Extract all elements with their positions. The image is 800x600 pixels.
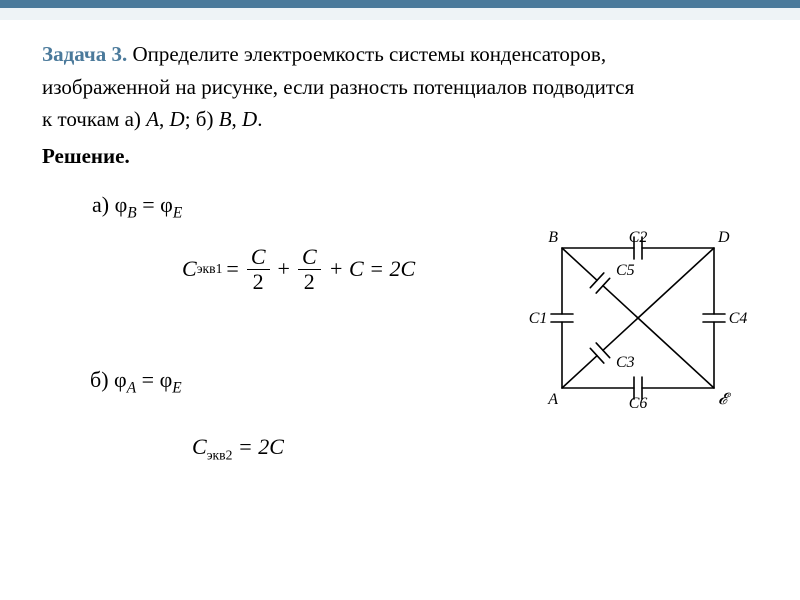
phi4: φ [160,367,173,392]
phi3-sub: A [127,379,136,396]
svg-text:A: A [547,391,558,408]
pt-D2: D [242,107,257,131]
problem-line3: к точкам а) A, D; б) B, D. [42,103,758,136]
phi1-sub: B [127,205,136,222]
eq2-sub: экв2 [207,447,233,462]
equation-1: Cэкв1 = C 2 + C 2 + C = 2C [182,245,419,292]
svg-text:D: D [717,230,730,246]
phi3: φ [114,367,127,392]
eqs2: = [136,367,159,392]
svg-text:C4: C4 [729,310,748,327]
circuit-svg: C1 C2 C3 C4 C5 C6 B D A 𝓔 [518,230,758,430]
pt-A: A [146,107,159,131]
eq1-tail: + C = 2C [329,252,416,286]
eq1-C: C [182,252,197,286]
svg-text:C1: C1 [529,310,548,327]
solution-label: Решение. [42,140,758,173]
svg-text:C3: C3 [616,354,635,371]
problem-line2: изображенной на рисунке, если разность п… [42,71,758,104]
phi2: φ [160,192,173,217]
sep1: , [159,107,170,131]
svg-text:B: B [548,230,558,246]
pt-B: B [219,107,232,131]
sep2: ; б) [185,107,219,131]
equation-2: Cэкв2 = 2C [192,430,758,466]
frac2-den: 2 [300,270,319,293]
phi4-sub: E [172,379,181,396]
problem-label: Задача 3. [42,42,127,66]
phi2-sub: E [173,205,182,222]
svg-text:C6: C6 [629,395,648,412]
frac1-num: C [247,245,270,269]
band-light [0,8,800,20]
svg-text:C5: C5 [616,262,635,279]
eq2-rhs: = 2C [232,434,284,459]
header-bands [0,0,800,20]
frac1: C 2 [247,245,270,292]
svg-text:C2: C2 [629,230,648,246]
frac2-num: C [298,245,321,269]
problem-line1: Определите электроемкость системы конден… [127,42,606,66]
frac2: C 2 [298,245,321,292]
sep3: , [232,107,243,131]
eq1-eq: = [226,252,238,286]
part-a: а) φB = φE [42,188,758,225]
svg-text:𝓔: 𝓔 [718,391,732,408]
problem-statement: Задача 3. Определите электроемкость сист… [42,38,758,71]
band-dark [0,0,800,8]
part-a-prefix: а) [92,192,115,217]
part-b-prefix: б) [90,367,114,392]
phi1: φ [115,192,128,217]
pl3-prefix: к точкам а) [42,107,146,131]
frac1-den: 2 [249,270,268,293]
eq2-C: C [192,434,207,459]
eq1-sub: экв1 [197,258,223,279]
dot: . [257,107,262,131]
plus1: + [278,252,290,286]
pt-D: D [170,107,185,131]
circuit-diagram: C1 C2 C3 C4 C5 C6 B D A 𝓔 [518,230,758,430]
eqs1: = [137,192,160,217]
